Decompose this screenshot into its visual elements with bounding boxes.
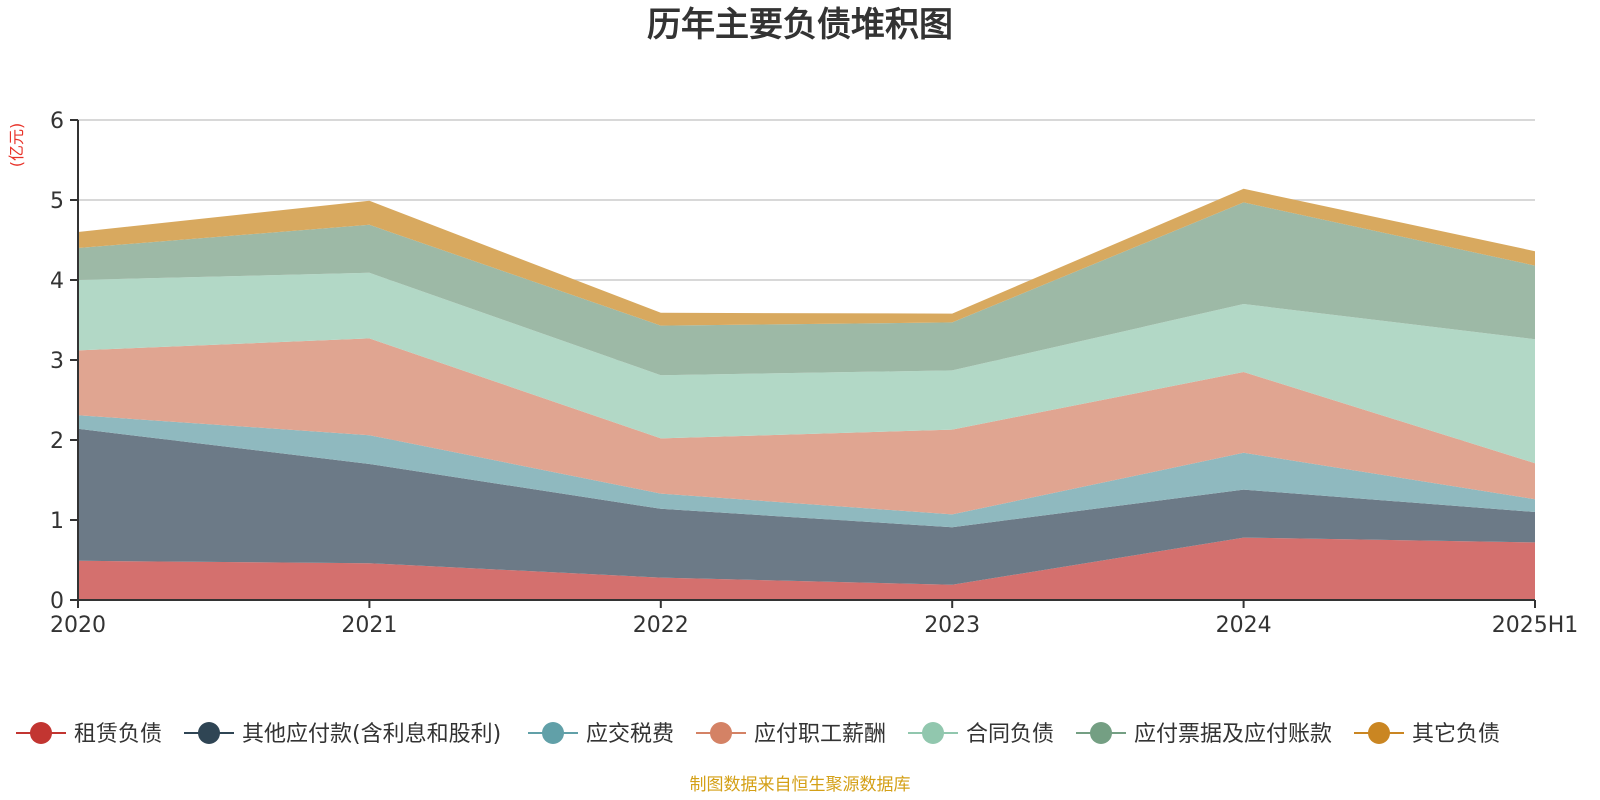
y-tick-label: 4 bbox=[50, 269, 64, 294]
x-tick-label: 2021 bbox=[341, 613, 397, 638]
y-axis-unit-label: (亿元) bbox=[7, 123, 26, 168]
x-tick-label: 2024 bbox=[1216, 613, 1272, 638]
legend-label: 应付票据及应付账款 bbox=[1134, 722, 1332, 747]
legend-marker bbox=[198, 722, 220, 744]
legend-item[interactable]: 租赁负债 bbox=[16, 722, 162, 747]
area-series-3 bbox=[78, 415, 1535, 528]
legend-marker bbox=[1090, 722, 1112, 744]
y-tick-label: 0 bbox=[50, 589, 64, 614]
x-tick-label: 2022 bbox=[633, 613, 689, 638]
legend-item[interactable]: 其它负债 bbox=[1354, 722, 1500, 747]
legend-item[interactable]: 应付票据及应付账款 bbox=[1076, 722, 1332, 747]
legend-item[interactable]: 应付职工薪酬 bbox=[696, 722, 886, 747]
legend-label: 合同负债 bbox=[966, 722, 1054, 747]
legend-label: 其它负债 bbox=[1412, 722, 1500, 747]
y-tick-label: 6 bbox=[50, 109, 64, 134]
source-note: 制图数据来自恒生聚源数据库 bbox=[690, 775, 911, 795]
legend-item[interactable]: 其他应付款(含利息和股利) bbox=[184, 722, 501, 747]
area-series-7 bbox=[78, 188, 1535, 326]
area-series-2 bbox=[78, 428, 1535, 585]
legend-marker bbox=[922, 722, 944, 744]
y-tick-label: 2 bbox=[50, 429, 64, 454]
x-axis-ticks: 2020 2021 2022 2023 2024 2025H1 bbox=[50, 600, 1578, 638]
y-axis-ticks: 0 1 2 3 4 5 6 bbox=[50, 109, 78, 614]
x-tick-label: 2025H1 bbox=[1492, 613, 1579, 638]
legend-label: 应付职工薪酬 bbox=[754, 722, 886, 747]
area-series-6 bbox=[78, 202, 1535, 376]
area-series-1 bbox=[78, 537, 1535, 600]
area-series-5 bbox=[78, 272, 1535, 464]
area-series-4 bbox=[78, 338, 1535, 515]
y-tick-label: 1 bbox=[50, 509, 64, 534]
legend-marker bbox=[30, 722, 52, 744]
legend: 租赁负债 其他应付款(含利息和股利) 应交税费 应付职工薪酬 合同负债 应付票据及应付账款… bbox=[16, 722, 1500, 747]
y-tick-label: 5 bbox=[50, 189, 64, 214]
x-tick-label: 2020 bbox=[50, 613, 106, 638]
legend-label: 其他应付款(含利息和股利) bbox=[242, 722, 501, 747]
legend-marker bbox=[710, 722, 732, 744]
area-series-group bbox=[78, 188, 1535, 600]
legend-marker bbox=[542, 722, 564, 744]
legend-label: 应交税费 bbox=[586, 722, 674, 747]
legend-item[interactable]: 合同负债 bbox=[908, 722, 1054, 747]
y-tick-label: 3 bbox=[50, 349, 64, 374]
chart-title: 历年主要负债堆积图 bbox=[647, 5, 953, 45]
legend-item[interactable]: 应交税费 bbox=[528, 722, 674, 747]
x-tick-label: 2023 bbox=[924, 613, 980, 638]
legend-label: 租赁负债 bbox=[74, 722, 162, 747]
legend-marker bbox=[1368, 722, 1390, 744]
